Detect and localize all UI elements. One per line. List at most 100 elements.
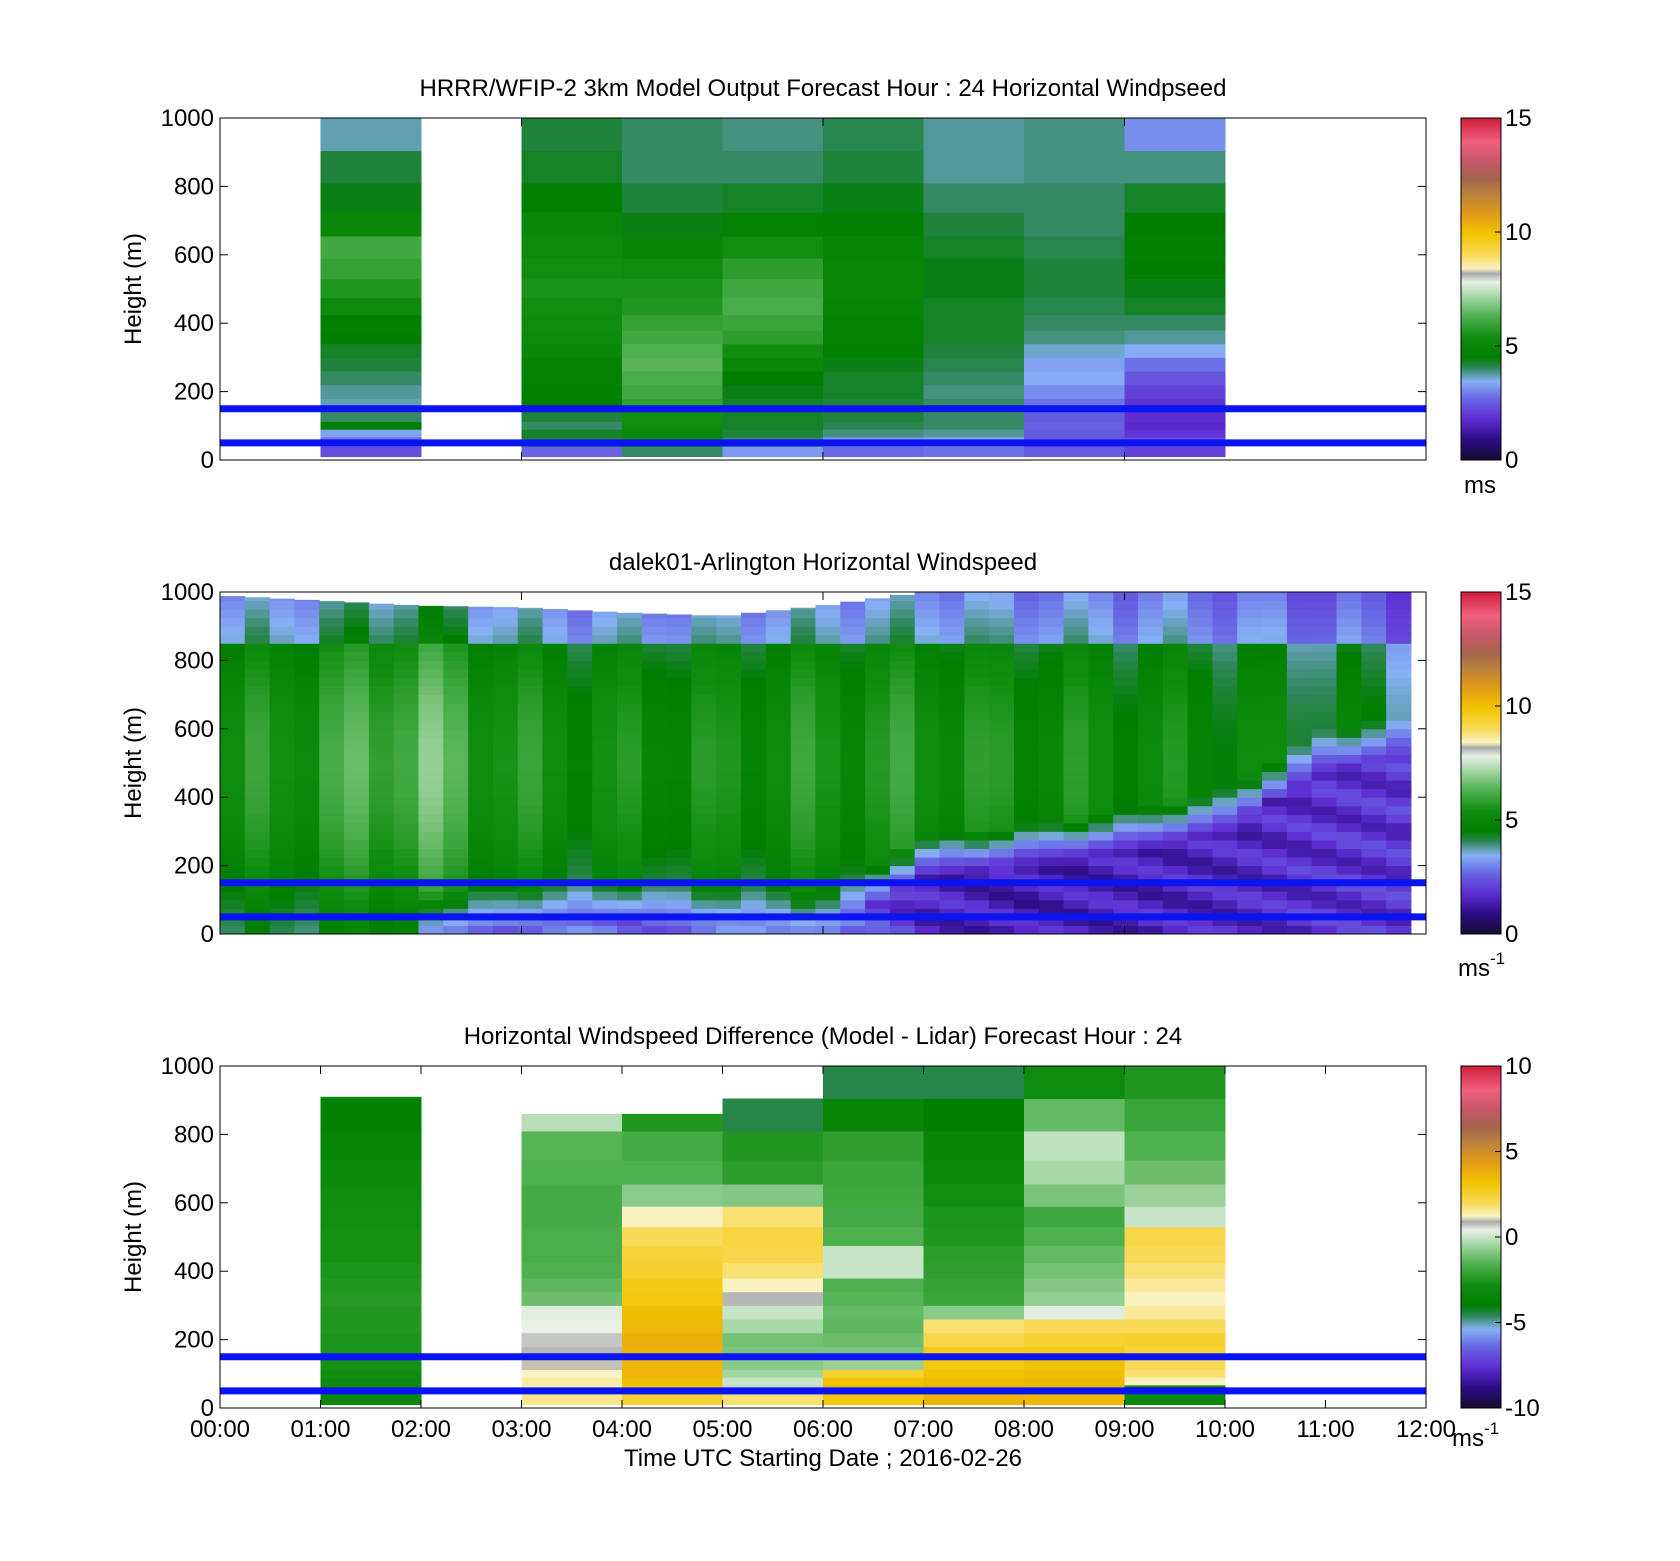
model-cell: [622, 150, 723, 184]
lidar-cell: [220, 805, 246, 815]
lidar-cell: [220, 596, 246, 602]
lidar-cell: [1262, 891, 1288, 901]
lidar-cell: [1013, 600, 1040, 610]
lidar-cell: [443, 626, 469, 636]
lidar-cell: [294, 857, 320, 867]
lidar-cell: [741, 891, 767, 901]
lidar-cell: [1262, 771, 1288, 781]
lidar-cell: [1286, 754, 1313, 764]
lidar-panel: dalek01-Arlington Horizontal Windspeed 0…: [120, 549, 1532, 982]
lidar-cell: [666, 634, 692, 644]
lidar-cell: [1237, 925, 1263, 934]
lidar-cell: [393, 720, 419, 730]
lidar-cell: [368, 865, 395, 875]
lidar-cell: [393, 668, 419, 678]
lidar-cell: [1162, 780, 1189, 790]
lidar-cell: [1311, 814, 1337, 824]
lidar-cell: [517, 609, 544, 619]
difference-cell: [521, 1183, 623, 1207]
lidar-cell: [1336, 677, 1362, 687]
lidar-cell: [716, 882, 742, 892]
model-cell: [722, 212, 824, 237]
lidar-cell: [294, 908, 320, 918]
lidar-cell: [517, 822, 544, 832]
lidar-cell: [1088, 754, 1114, 764]
lidar-cell: [666, 891, 692, 901]
lidar-cell: [517, 916, 544, 926]
lidar-cell: [244, 882, 271, 892]
lidar-cell: [517, 626, 544, 636]
lidar-cell: [939, 592, 965, 602]
lidar-cell: [1162, 617, 1189, 627]
lidar-cell: [1212, 763, 1238, 773]
lidar-cell: [914, 728, 941, 738]
lidar-cell: [989, 874, 1015, 884]
lidar-cell: [1187, 720, 1213, 730]
lidar-cell: [1063, 720, 1089, 730]
difference-cell: [823, 1332, 924, 1347]
lidar-cell: [1038, 857, 1065, 867]
lidar-cell: [1187, 745, 1213, 755]
lidar-cell: [939, 677, 965, 687]
lidar-cell: [1162, 857, 1189, 867]
lidar-cell: [1187, 600, 1213, 610]
lidar-cell: [1038, 592, 1065, 602]
model-colorbar: [1460, 117, 1502, 461]
lidar-cell: [691, 848, 717, 858]
lidar-cell: [1187, 737, 1213, 747]
lidar-cell: [294, 780, 320, 790]
lidar-cell: [741, 874, 767, 884]
lidar-cell: [1138, 925, 1164, 934]
lidar-cell: [1138, 865, 1164, 875]
lidar-cell: [1237, 643, 1263, 653]
lidar-cell: [964, 745, 990, 755]
lidar-cell: [666, 899, 692, 909]
lidar-cell: [914, 651, 941, 661]
lidar-cell: [468, 763, 494, 773]
lidar-cell: [964, 797, 990, 807]
lidar-cell: [393, 882, 419, 892]
lidar-cell: [939, 857, 965, 867]
model-cell: [1124, 371, 1226, 386]
model-cell: [521, 297, 623, 316]
lidar-cell: [418, 848, 444, 858]
lidar-cell: [468, 848, 494, 858]
difference-cell: [823, 1098, 924, 1132]
lidar-cell: [840, 865, 866, 875]
lidar-cell: [1187, 839, 1213, 849]
lidar-cell: [939, 788, 965, 798]
lidar-cell: [840, 720, 866, 730]
lidar-cell: [244, 908, 271, 918]
lidar-cell: [1336, 609, 1362, 619]
lidar-cell: [492, 737, 519, 747]
lidar-cell: [939, 763, 965, 773]
model-cell: [1024, 314, 1125, 331]
lidar-cell: [815, 609, 841, 619]
lidar-cell: [914, 814, 941, 824]
lidar-cell: [1088, 643, 1114, 653]
lidar-cell: [1336, 780, 1362, 790]
diff-colorbar-tick-label: -10: [1505, 1395, 1540, 1422]
model-cell: [622, 258, 723, 280]
lidar-cell: [989, 891, 1015, 901]
lidar-cell: [294, 617, 320, 627]
lidar-cell: [567, 703, 593, 713]
difference-cell: [1024, 1160, 1125, 1185]
lidar-cell: [1237, 763, 1263, 773]
difference-cell: [1124, 1305, 1226, 1320]
lidar-cell: [220, 831, 246, 841]
lidar-cell: [865, 754, 891, 764]
lidar-cell: [641, 677, 668, 687]
lidar-cell: [517, 763, 544, 773]
lidar-cell: [220, 737, 246, 747]
lidar-cell: [1038, 797, 1065, 807]
lidar-cell: [418, 925, 444, 934]
lidar-cell: [939, 865, 965, 875]
lidar-cell: [666, 614, 692, 619]
model-cell: [923, 343, 1025, 358]
lidar-cell: [1386, 865, 1412, 875]
lidar-cell: [1311, 882, 1337, 892]
lidar-cell: [1336, 711, 1362, 721]
lidar-cell: [1212, 865, 1238, 875]
lidar-cell: [418, 643, 444, 653]
